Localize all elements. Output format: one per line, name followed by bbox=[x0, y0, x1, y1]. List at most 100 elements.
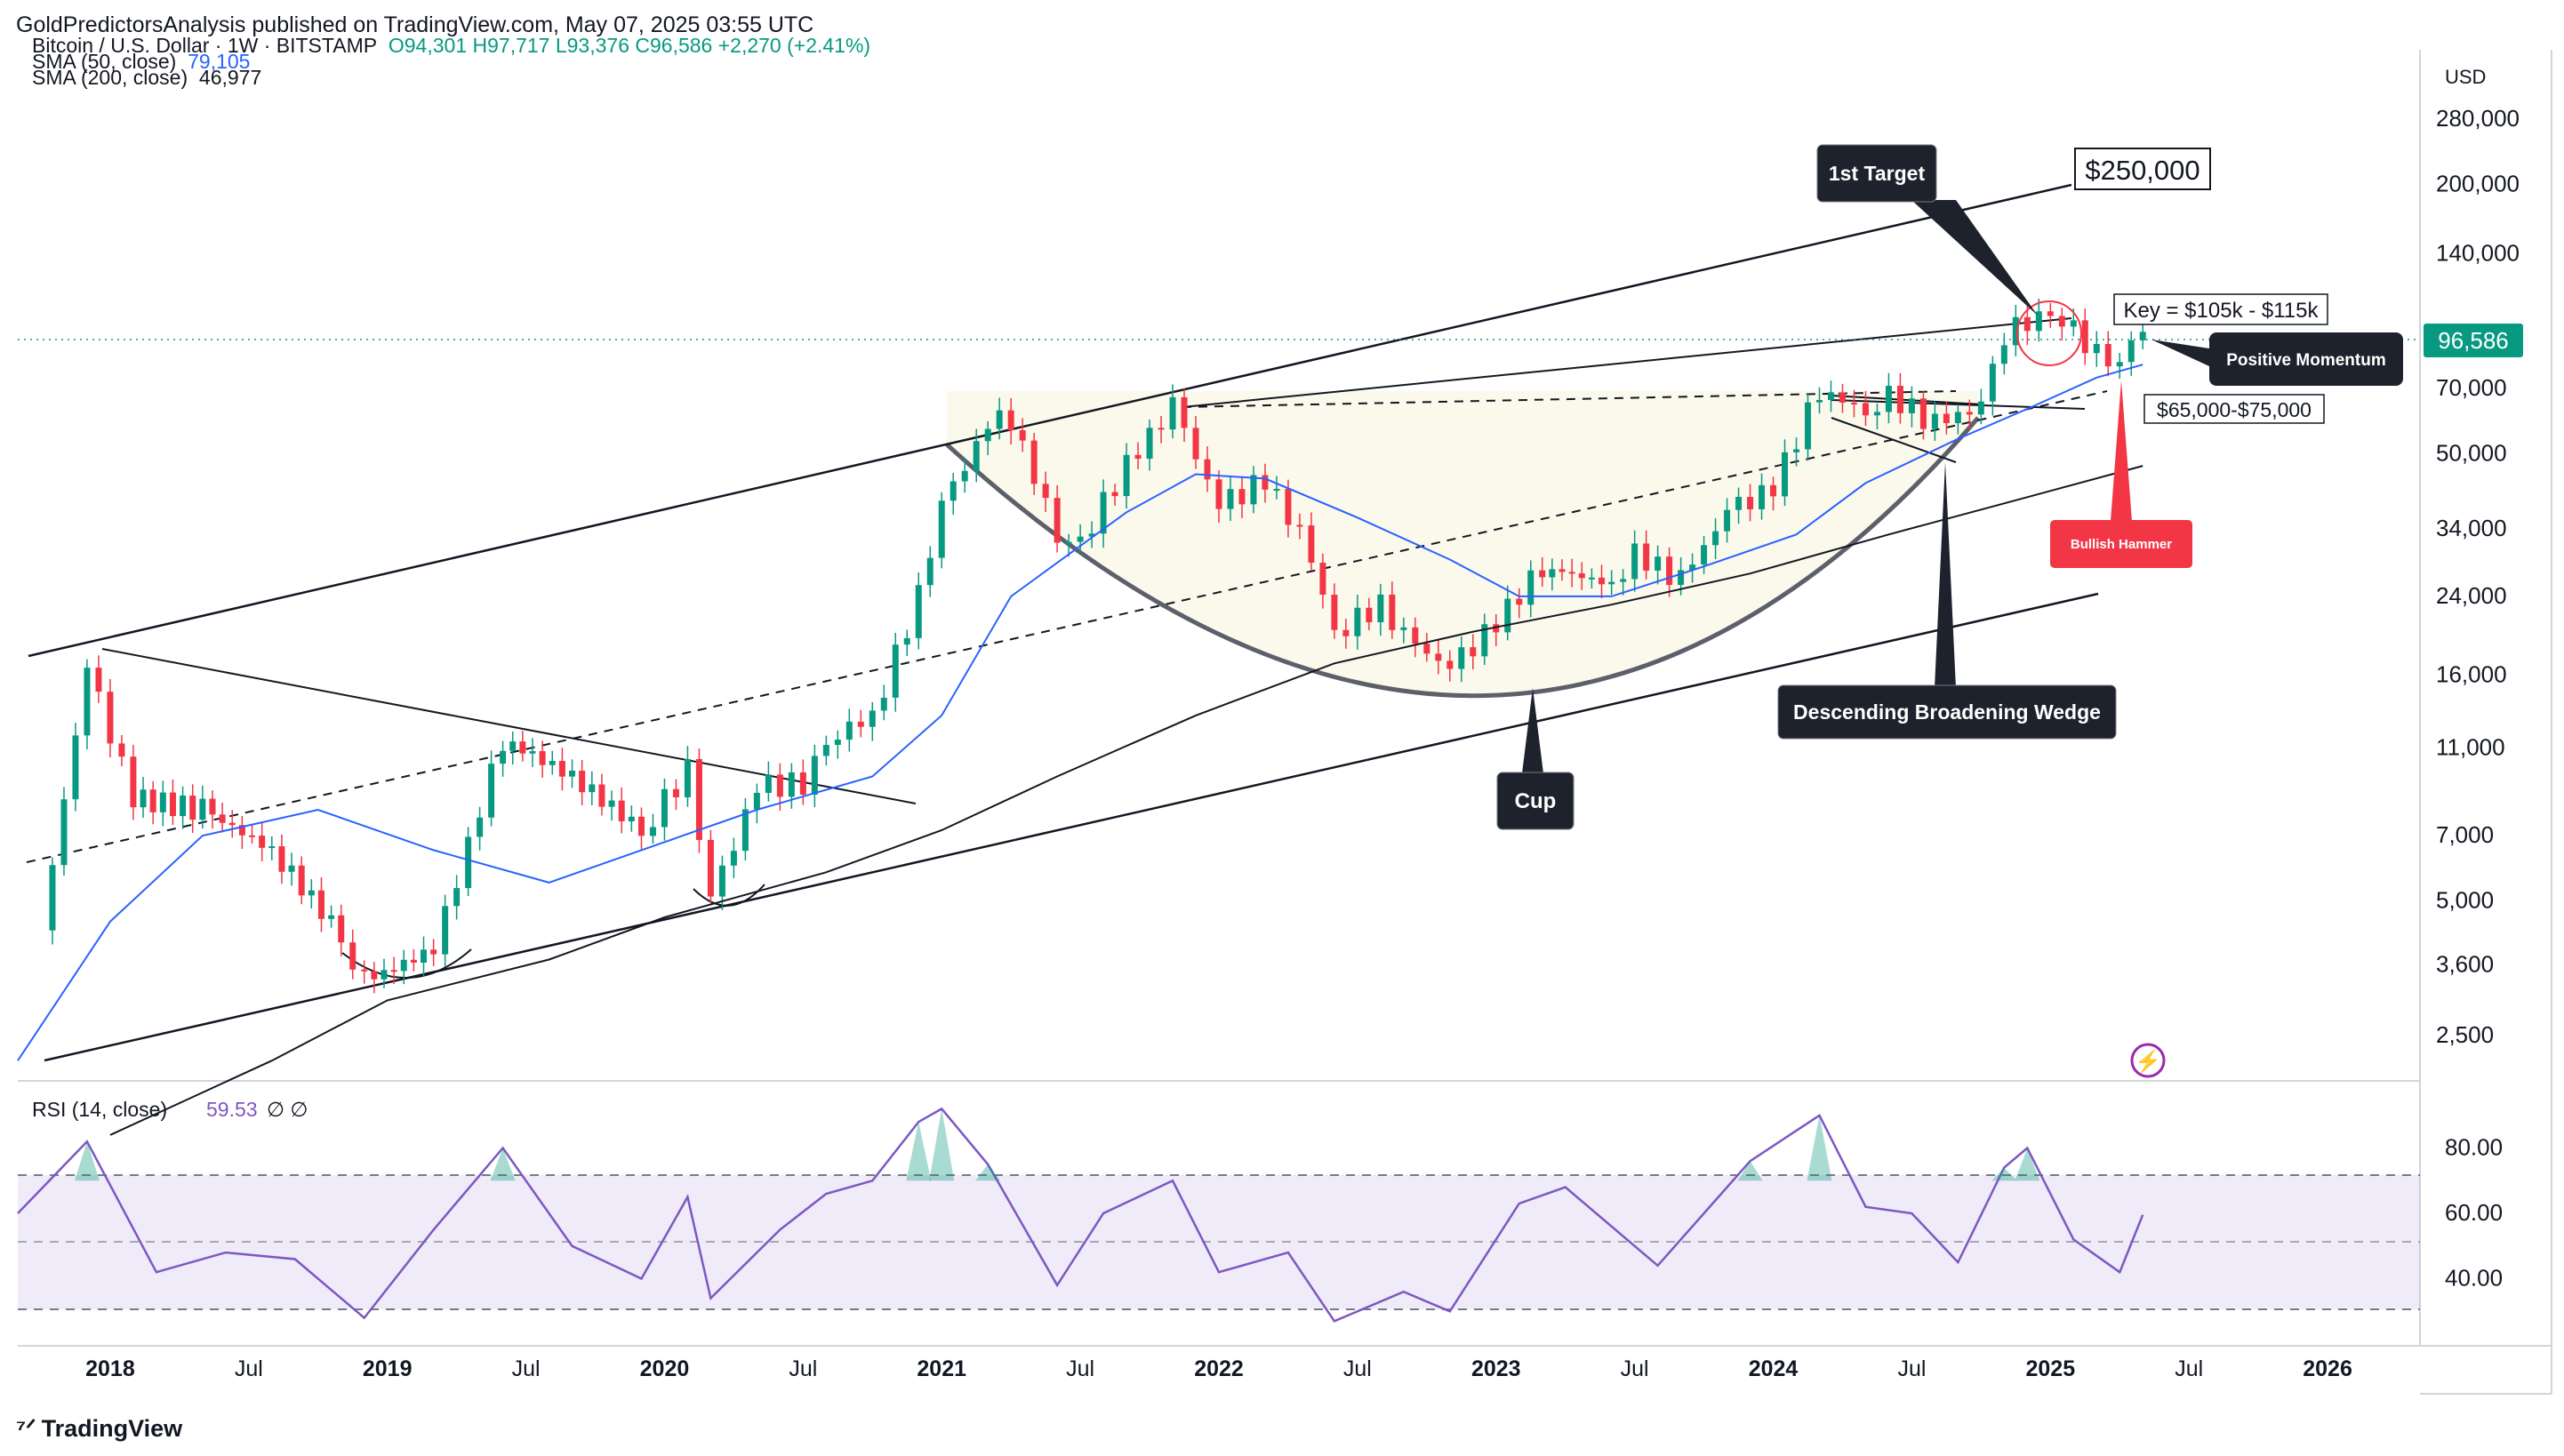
price-tick-label: 24,000 bbox=[2436, 582, 2507, 609]
candle-body bbox=[381, 970, 388, 980]
candle-body bbox=[159, 792, 166, 812]
candle-body bbox=[1735, 497, 1743, 510]
candle-body bbox=[834, 740, 841, 746]
currency-label[interactable]: USD bbox=[2445, 66, 2486, 88]
tradingview-logo[interactable]: ⁷ᐟ TradingView bbox=[16, 1415, 182, 1443]
wedge-callout: Descending Broadening Wedge bbox=[1777, 462, 2117, 740]
candle-body bbox=[2139, 332, 2146, 340]
candle-body bbox=[869, 710, 876, 727]
rsi-label[interactable]: RSI (14, close) bbox=[32, 1098, 167, 1121]
price-tick-label: 5,000 bbox=[2436, 887, 2494, 914]
candle-body bbox=[765, 774, 772, 793]
time-tick-label: Jul bbox=[1897, 1356, 1926, 1381]
candle-body bbox=[1827, 392, 1834, 400]
symbol-name[interactable]: Bitcoin / U.S. Dollar · 1W · BITSTAMP bbox=[32, 34, 378, 57]
wedge-text: Descending Broadening Wedge bbox=[1793, 700, 2101, 724]
candle-body bbox=[1458, 647, 1465, 669]
candle-body bbox=[1793, 449, 1800, 452]
target-circle bbox=[2016, 300, 2082, 366]
candle-body bbox=[1446, 660, 1454, 669]
rsi-tick-label: 60.00 bbox=[2445, 1199, 2503, 1226]
candle-body bbox=[95, 668, 102, 692]
candle-body bbox=[371, 971, 378, 980]
candle-body bbox=[822, 745, 829, 756]
candle-body bbox=[961, 470, 968, 482]
candle-body bbox=[799, 772, 806, 795]
candle-body bbox=[1238, 489, 1246, 505]
candle-body bbox=[500, 750, 507, 764]
brand-text: TradingView bbox=[41, 1415, 183, 1442]
candle-body bbox=[579, 770, 586, 793]
candle-body bbox=[298, 865, 305, 896]
rsi-tick-label: 80.00 bbox=[2445, 1134, 2503, 1161]
candle-body bbox=[1250, 475, 1257, 505]
candle-body bbox=[1400, 627, 1407, 630]
price-candles bbox=[49, 299, 2146, 994]
candle-body bbox=[549, 761, 556, 765]
rsi-line bbox=[17, 1107, 2144, 1323]
candle-body bbox=[1885, 386, 1892, 412]
ohlc-values: O94,301 H97,717 L93,376 C96,586 +2,270 (… bbox=[388, 34, 871, 57]
candle-body bbox=[1262, 475, 1269, 490]
candle-body bbox=[2116, 362, 2123, 367]
sma50-legend[interactable]: SMA (50, close) 79,105 bbox=[32, 50, 250, 74]
candle-body bbox=[1366, 607, 1373, 623]
current-price-text: 96,586 bbox=[2438, 327, 2509, 354]
candle-body bbox=[845, 721, 853, 740]
candle-body bbox=[1077, 536, 1084, 542]
candle-body bbox=[637, 816, 645, 836]
candle-body bbox=[278, 846, 285, 872]
key-resistance-line bbox=[1182, 317, 2072, 408]
candle-body bbox=[1019, 430, 1026, 441]
candle-body bbox=[695, 758, 702, 840]
candle-body bbox=[1931, 413, 1938, 429]
candle-body bbox=[1423, 644, 1430, 654]
candle-body bbox=[1296, 524, 1303, 527]
candle-body bbox=[199, 798, 206, 820]
candle-body bbox=[1678, 570, 1685, 586]
rsi-extra: ∅ ∅ bbox=[267, 1098, 308, 1121]
candle-body bbox=[1377, 594, 1384, 623]
candle-body bbox=[1943, 413, 1950, 424]
time-tick-label: 2022 bbox=[1194, 1356, 1244, 1381]
sma200-legend[interactable]: SMA (200, close) 46,977 bbox=[32, 66, 261, 90]
candle-body bbox=[1862, 403, 1869, 416]
candle-body bbox=[1977, 401, 1984, 415]
target-price-text: $250,000 bbox=[2085, 155, 2199, 186]
candle-body bbox=[776, 774, 783, 797]
2020-bottom-arc bbox=[693, 884, 765, 907]
candle-body bbox=[1435, 653, 1442, 661]
candle-body bbox=[628, 816, 635, 822]
rsi-overbought-area bbox=[1991, 1167, 2017, 1181]
rsi-overbought-area bbox=[929, 1108, 955, 1181]
candle-body bbox=[1146, 428, 1153, 460]
candle-body bbox=[180, 796, 187, 817]
candle-body bbox=[1816, 399, 1823, 403]
candle-body bbox=[2000, 345, 2007, 364]
price-axis-ticks: 280,000 200,000 140,000 70,000 50,000 34,000 2… bbox=[2436, 105, 2520, 1048]
candle-body bbox=[1558, 569, 1566, 572]
candle-body bbox=[1516, 598, 1523, 605]
sma200-line bbox=[109, 465, 2143, 1136]
candle-body bbox=[1158, 428, 1165, 430]
price-tick-label: 280,000 bbox=[2436, 105, 2520, 132]
candle-body bbox=[2104, 344, 2111, 367]
candle-body bbox=[1100, 492, 1107, 534]
candle-body bbox=[598, 784, 605, 807]
bullish-hammer-callout: Bullish Hammer bbox=[2050, 380, 2192, 568]
candle-body bbox=[1919, 398, 1927, 429]
candle-body bbox=[1204, 459, 1211, 480]
candle-body bbox=[649, 827, 656, 836]
candle-body bbox=[1643, 543, 1650, 571]
time-tick-label: Jul bbox=[1621, 1356, 1649, 1381]
lightning-icon[interactable] bbox=[2130, 1043, 2166, 1078]
symbol-legend: Bitcoin / U.S. Dollar · 1W · BITSTAMP O9… bbox=[32, 34, 870, 58]
candle-body bbox=[1966, 412, 1973, 415]
candle-body bbox=[973, 441, 980, 471]
candle-body bbox=[349, 942, 357, 970]
time-tick-label: 2025 bbox=[2025, 1356, 2075, 1381]
rsi-overbought-area bbox=[490, 1148, 516, 1181]
candle-body bbox=[118, 743, 125, 757]
candle-body bbox=[1896, 386, 1903, 413]
